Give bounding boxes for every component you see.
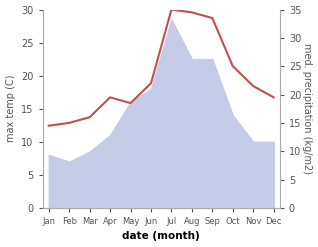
X-axis label: date (month): date (month) bbox=[122, 231, 200, 242]
Y-axis label: max temp (C): max temp (C) bbox=[5, 75, 16, 143]
Y-axis label: med. precipitation (kg/m2): med. precipitation (kg/m2) bbox=[302, 43, 313, 174]
